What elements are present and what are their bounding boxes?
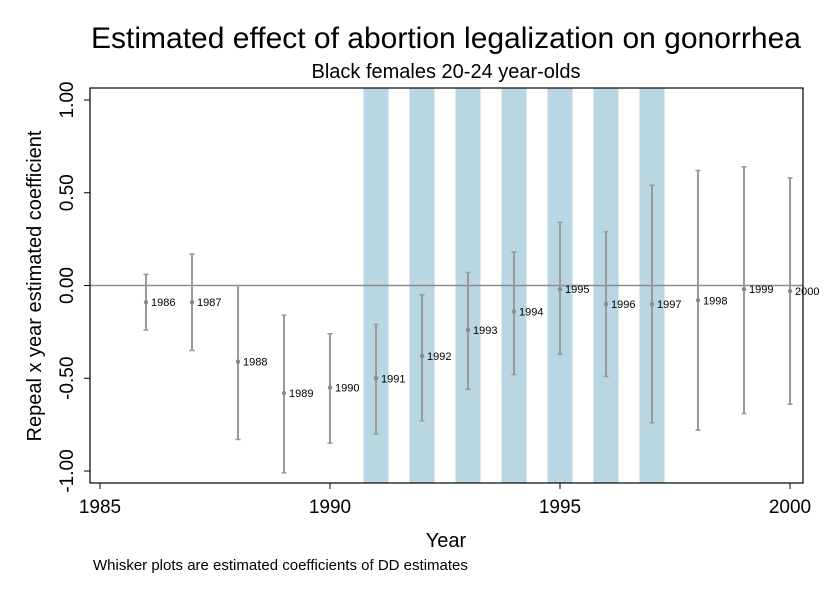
chart-note: Whisker plots are estimated coefficients…	[93, 557, 468, 574]
x-tick-label-1: 1990	[309, 497, 351, 518]
estimate-point-1986	[143, 299, 149, 305]
estimate-point-1995	[557, 287, 563, 292]
x-tick-label-3: 2000	[769, 497, 811, 518]
y-tick-label-3: -0.50	[57, 357, 78, 400]
point-label-2000: 2000	[795, 286, 819, 298]
point-label-1987: 1987	[197, 297, 221, 309]
estimate-point-1987	[189, 299, 195, 305]
estimate-point-1999	[741, 287, 747, 292]
estimate-point-1998	[695, 298, 701, 303]
estimate-point-1990	[327, 385, 333, 390]
y-tick-label-4: -1.00	[57, 449, 78, 492]
point-label-1988: 1988	[243, 357, 267, 369]
chart-title: Estimated effect of abortion legalizatio…	[91, 22, 801, 55]
y-tick-label-1: 0.50	[57, 174, 78, 211]
y-tick-label-0: 1.00	[57, 82, 78, 119]
y-tick-label-2: 0.00	[57, 267, 78, 304]
estimate-point-2000	[787, 288, 793, 294]
point-label-1993: 1993	[473, 325, 497, 337]
estimate-point-1992	[419, 353, 425, 359]
point-label-1989: 1989	[289, 388, 313, 400]
x-axis-title: Year	[426, 530, 467, 552]
x-tick-label-2: 1995	[539, 497, 581, 518]
point-label-1998: 1998	[703, 295, 727, 307]
estimate-point-1993	[465, 327, 471, 333]
x-tick-label-0: 1985	[79, 497, 121, 518]
estimate-point-1994	[511, 309, 517, 314]
y-axis-title: Repeal x year estimated coefficient	[24, 130, 46, 441]
point-label-1995: 1995	[565, 284, 589, 296]
estimate-point-1988	[235, 359, 241, 364]
point-label-1996: 1996	[611, 299, 635, 311]
estimate-point-1996	[603, 301, 609, 307]
estimate-point-1989	[281, 390, 287, 396]
point-label-1986: 1986	[151, 297, 175, 309]
point-label-1994: 1994	[519, 306, 543, 318]
estimate-point-1991	[373, 376, 379, 381]
estimate-point-1997	[649, 301, 655, 307]
point-label-1997: 1997	[657, 299, 681, 311]
chart-subtitle: Black females 20-24 year-olds	[311, 61, 580, 83]
point-label-1990: 1990	[335, 383, 359, 395]
point-label-1992: 1992	[427, 351, 451, 363]
point-label-1999: 1999	[749, 284, 773, 296]
point-label-1991: 1991	[381, 373, 405, 385]
